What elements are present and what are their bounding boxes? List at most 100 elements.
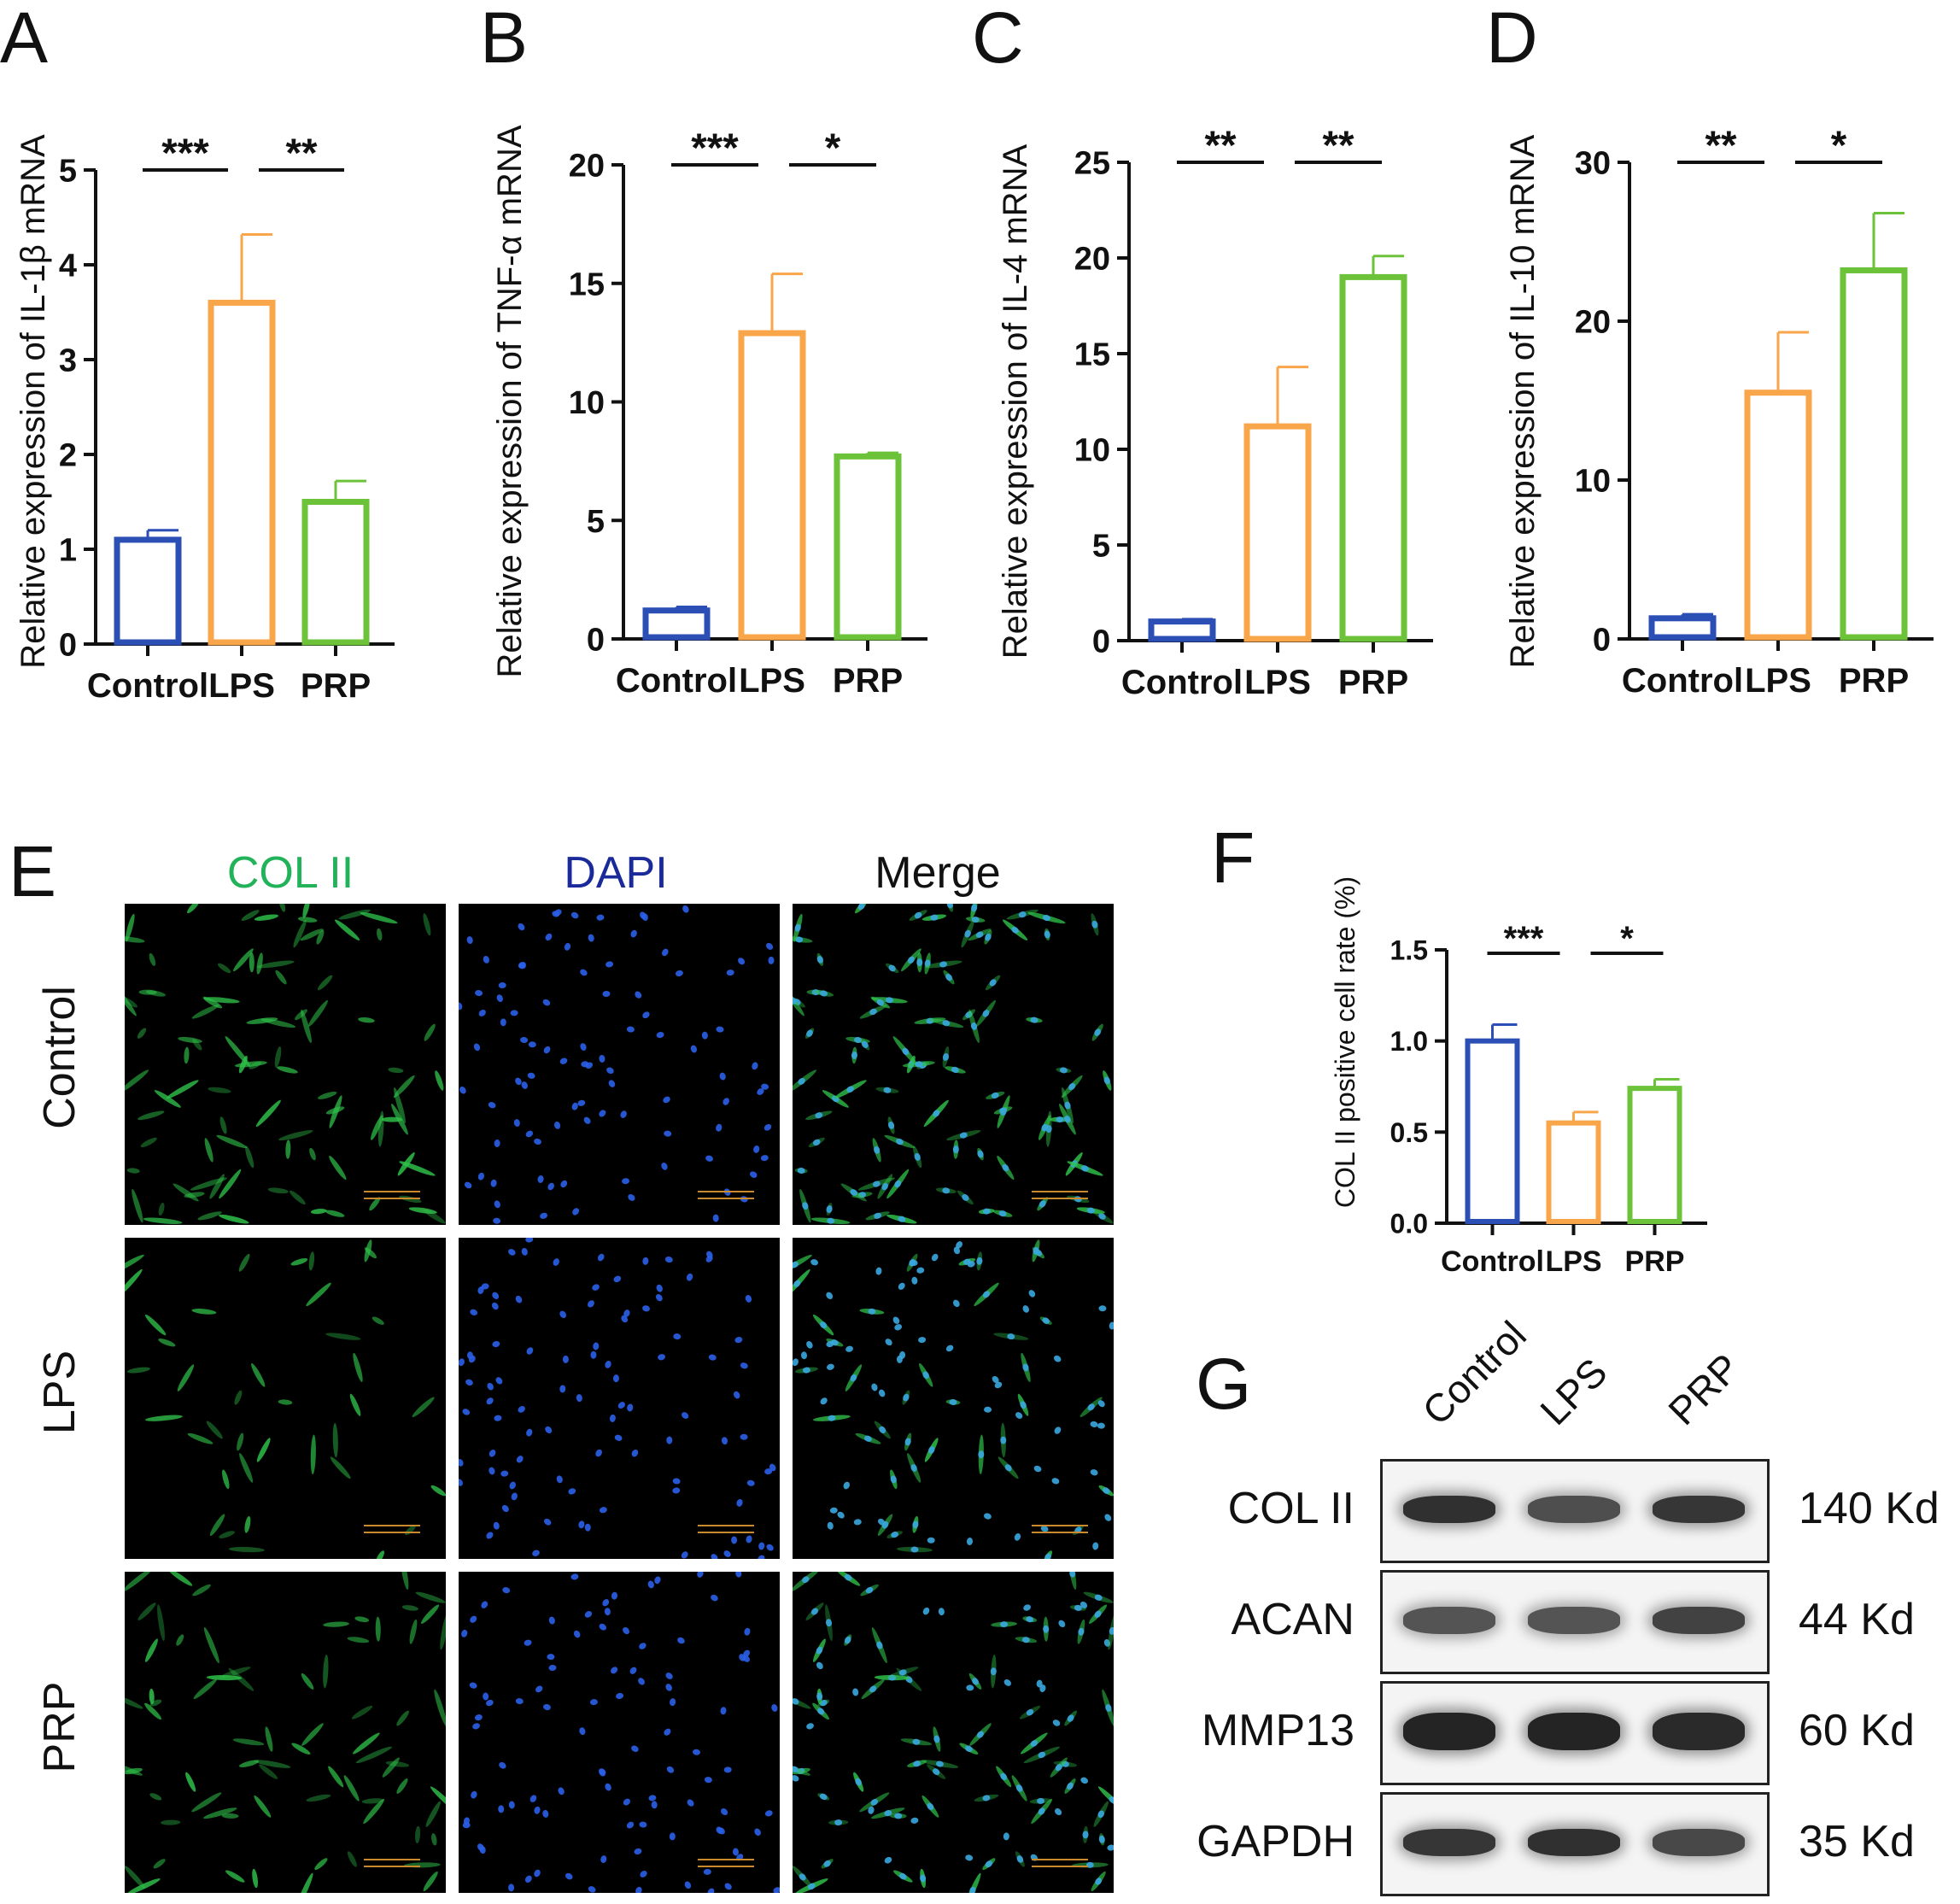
dapi-nucleus — [1033, 1465, 1042, 1473]
row-header-control: Control — [35, 986, 85, 1129]
bar-lps — [1744, 390, 1812, 641]
dapi-nucleus — [526, 1428, 533, 1437]
dapi-nucleus — [581, 1061, 589, 1068]
dapi-nucleus — [716, 1826, 723, 1834]
bar-prp — [834, 453, 902, 641]
dapi-nucleus — [916, 958, 923, 967]
dapi-nucleus — [816, 955, 823, 964]
col2-signal — [255, 1099, 281, 1128]
col2-signal — [277, 1066, 298, 1074]
blot-strip-mmp13 — [1380, 1681, 1770, 1785]
y-tick-label: 0.5 — [1390, 1117, 1428, 1148]
dapi-nucleus — [635, 1886, 642, 1893]
dapi-nucleus — [924, 959, 931, 968]
dapi-nucleus — [703, 1868, 711, 1875]
dapi-nucleus — [746, 1479, 755, 1486]
dapi-nucleus — [481, 1601, 489, 1608]
dapi-nucleus — [664, 1130, 672, 1137]
col2-signal — [126, 1878, 161, 1893]
dapi-nucleus — [991, 1092, 999, 1099]
dapi-nucleus — [543, 1703, 551, 1711]
dapi-nucleus — [720, 1808, 728, 1816]
dapi-nucleus — [810, 1608, 819, 1615]
dapi-nucleus — [620, 1110, 627, 1118]
dapi-nucleus — [983, 1513, 992, 1520]
micrograph-cells — [793, 1239, 1114, 1559]
micrograph-cells — [459, 1238, 776, 1559]
dapi-nucleus — [669, 1832, 676, 1841]
dapi-nucleus — [687, 1799, 694, 1807]
col2-signal — [399, 1161, 436, 1176]
dapi-nucleus — [666, 1766, 675, 1773]
dapi-nucleus — [810, 1259, 818, 1266]
dapi-nucleus — [757, 1088, 764, 1095]
dapi-nucleus — [971, 904, 978, 912]
dapi-nucleus — [543, 1518, 552, 1526]
micrograph-cells — [793, 1572, 1114, 1893]
col2-signal — [225, 1870, 245, 1883]
dapi-nucleus — [723, 1098, 729, 1105]
dapi-nucleus — [612, 1374, 619, 1383]
col2-signal — [132, 1188, 143, 1223]
col2-signal — [265, 1726, 273, 1752]
dapi-nucleus — [475, 990, 483, 997]
y-tick-label: 15 — [1074, 337, 1110, 373]
dapi-nucleus — [1081, 1165, 1089, 1172]
dapi-nucleus — [868, 1806, 875, 1814]
band-lps — [1528, 1607, 1620, 1634]
y-axis-label: Relative expression of TNF-α mRNA — [491, 125, 529, 677]
dapi-nucleus — [869, 1008, 877, 1016]
molecular-weight-gapdh: 35 Kd — [1799, 1817, 1915, 1866]
dapi-nucleus — [927, 1537, 935, 1544]
dapi-nucleus — [617, 1402, 626, 1409]
dapi-nucleus — [978, 1450, 985, 1459]
bar-chart-il4: 0 5 10 15 20 25 Relative expression of IL-4 mR… — [997, 123, 1433, 701]
col2-signal — [206, 1421, 223, 1439]
dapi-nucleus — [952, 1145, 959, 1154]
micrograph-control-dapi — [459, 904, 780, 1225]
col2-signal — [329, 1156, 347, 1180]
dapi-nucleus — [518, 962, 526, 969]
col2-signal — [137, 1602, 156, 1620]
micrograph-control-col2 — [125, 904, 446, 1225]
dapi-nucleus — [749, 1171, 758, 1178]
dapi-nucleus — [984, 1406, 992, 1413]
dapi-nucleus — [1051, 1478, 1060, 1485]
bar-chart-tnfa: 0 5 10 15 20 Relative expression of TNF-α mRN… — [491, 125, 927, 700]
dapi-nucleus — [930, 914, 939, 921]
dapi-nucleus — [493, 1521, 500, 1530]
col2-signal — [216, 1134, 248, 1149]
dapi-nucleus — [754, 1828, 761, 1837]
significance-label: ** — [1323, 123, 1354, 168]
dapi-nucleus — [486, 1532, 494, 1539]
col2-signal — [238, 1253, 250, 1272]
significance-label: ** — [1205, 123, 1237, 168]
col2-signal — [301, 1673, 314, 1690]
dapi-nucleus — [1020, 1401, 1027, 1409]
dapi-nucleus — [793, 1358, 799, 1367]
dapi-nucleus — [459, 1002, 463, 1011]
col2-signal — [382, 1757, 400, 1778]
dapi-nucleus — [510, 1010, 518, 1016]
dapi-nucleus — [949, 1398, 957, 1406]
row-header-lps: LPS — [35, 1350, 85, 1435]
col2-signal — [256, 1438, 271, 1462]
dapi-nucleus — [896, 1138, 904, 1145]
band-lps — [1528, 1496, 1620, 1523]
dapi-nucleus — [878, 1389, 886, 1397]
dapi-nucleus — [602, 1599, 610, 1607]
col2-signal — [285, 1139, 291, 1159]
dapi-nucleus — [820, 1321, 828, 1329]
significance-label: * — [825, 126, 841, 171]
dapi-nucleus — [623, 1798, 630, 1806]
dapi-nucleus — [891, 1531, 899, 1538]
dapi-nucleus — [927, 1446, 935, 1454]
scale-bar — [1032, 1191, 1088, 1199]
dapi-nucleus — [588, 1886, 596, 1893]
dapi-nucleus — [492, 1292, 500, 1299]
dapi-nucleus — [658, 1354, 665, 1361]
dapi-nucleus — [642, 1257, 649, 1265]
band-control — [1403, 1496, 1495, 1523]
dapi-nucleus — [773, 1887, 780, 1893]
col2-signal — [157, 1604, 165, 1642]
